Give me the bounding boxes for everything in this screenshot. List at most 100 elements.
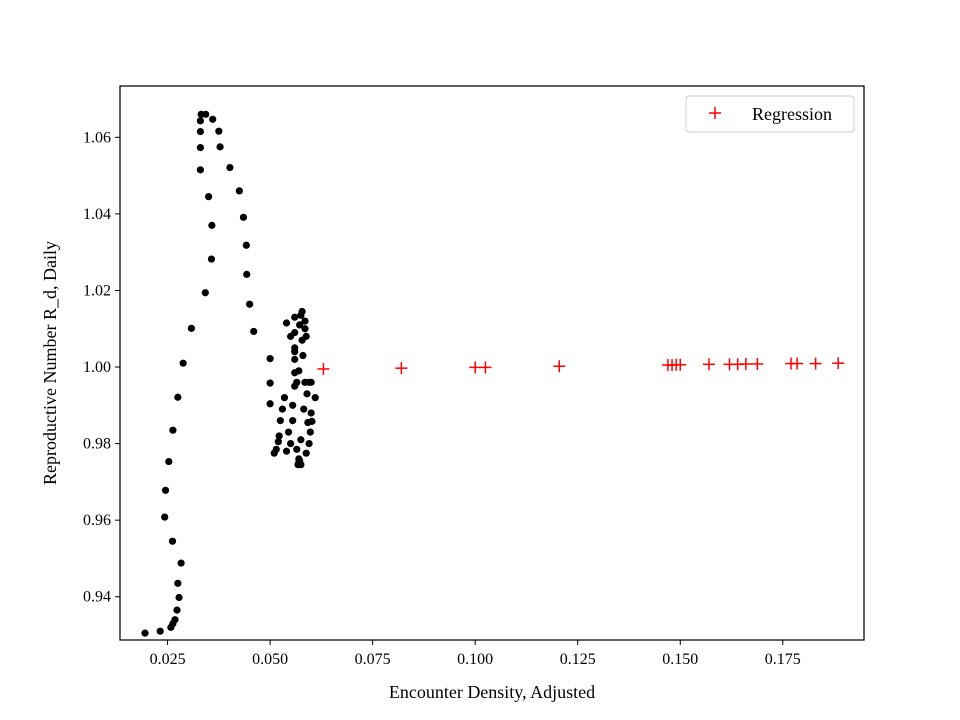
regression-point (702, 358, 715, 371)
y-tick-label: 1.06 (83, 129, 111, 146)
data-point (266, 379, 274, 387)
data-point (226, 163, 234, 172)
data-point (305, 439, 313, 448)
data-point (215, 127, 223, 135)
x-tick-label: 0.025 (150, 651, 186, 668)
legend-box (685, 95, 855, 133)
data-point (307, 409, 315, 417)
data-point (171, 616, 179, 624)
data-point (246, 300, 254, 308)
data-point (174, 579, 182, 587)
data-point (196, 144, 204, 152)
data-point (161, 513, 169, 521)
y-tick-label: 1.02 (83, 282, 111, 299)
data-point (289, 417, 297, 425)
regression-point (317, 362, 330, 375)
regression-point (751, 357, 764, 370)
data-point (201, 289, 209, 297)
data-point (302, 449, 310, 457)
data-point (156, 627, 164, 635)
points-layer (141, 110, 845, 637)
data-point (284, 428, 293, 436)
data-point (161, 486, 170, 494)
data-point (275, 432, 283, 440)
data-point (287, 439, 295, 448)
data-point (276, 417, 284, 425)
data-point (177, 559, 185, 567)
legend-label: Regression (752, 104, 832, 124)
data-point (291, 313, 299, 321)
data-point (295, 459, 303, 467)
data-point (301, 317, 309, 325)
x-tick-label: 0.050 (252, 651, 288, 668)
data-point (302, 332, 310, 340)
data-point (174, 393, 182, 401)
y-tick-label: 0.94 (83, 589, 111, 606)
data-point (291, 355, 299, 363)
y-tick-label: 0.98 (83, 436, 111, 453)
data-point (266, 400, 274, 408)
data-point (297, 436, 305, 444)
data-point (282, 447, 291, 455)
y-axis: 0.94 0.96 0.98 1.00 1.02 1.04 1.06 (83, 129, 120, 606)
legend: Regression (685, 95, 855, 133)
x-axis: 0.025 0.050 0.075 0.100 0.125 0.150 0.175 (150, 640, 801, 668)
data-point (306, 428, 314, 436)
regression-point (832, 357, 845, 370)
data-point (280, 394, 289, 402)
regression-point (791, 357, 804, 370)
data-point (165, 457, 173, 466)
data-point (278, 405, 287, 413)
data-point (303, 390, 311, 398)
data-point (274, 438, 282, 446)
data-point (141, 629, 149, 637)
data-point (243, 270, 251, 278)
data-point (235, 187, 243, 195)
data-point (242, 241, 250, 249)
data-point (196, 166, 204, 174)
data-point (293, 445, 301, 453)
data-point (169, 426, 177, 434)
x-tick-label: 0.075 (355, 651, 391, 668)
x-tick-label: 0.125 (560, 651, 596, 668)
legend-marker (709, 107, 721, 119)
data-point (296, 321, 304, 329)
data-point (299, 351, 307, 360)
data-point (282, 319, 291, 327)
y-tick-label: 1.00 (83, 359, 111, 376)
data-point (216, 143, 224, 151)
regression-point (469, 361, 482, 374)
data-point (168, 537, 177, 545)
data-point (300, 405, 308, 413)
y-tick-label: 1.04 (83, 206, 111, 223)
data-point (250, 327, 258, 336)
data-point (308, 417, 316, 425)
data-point (266, 354, 274, 363)
data-point (289, 401, 297, 409)
y-axis-label: Reproductive Number R_d, Daily (40, 241, 60, 485)
regression-point (395, 362, 408, 375)
data-point (187, 324, 195, 332)
regression-point (553, 360, 566, 373)
data-point (179, 359, 187, 367)
regression-point (739, 357, 752, 370)
data-point (207, 255, 216, 263)
data-point (293, 378, 301, 386)
plot-frame (119, 85, 865, 641)
x-tick-label: 0.150 (662, 651, 698, 668)
data-point (209, 115, 217, 123)
regression-point (479, 361, 492, 374)
data-point (307, 378, 315, 386)
x-axis-label: Encounter Density, Adjusted (389, 682, 595, 702)
regression-point (809, 357, 822, 370)
legend-plus-icon (709, 107, 721, 119)
data-point (272, 445, 280, 453)
data-point (301, 325, 309, 333)
data-point (175, 593, 183, 602)
data-point (173, 606, 181, 614)
data-point (311, 394, 319, 402)
data-point (196, 117, 204, 125)
data-point (291, 344, 299, 352)
data-point (298, 307, 306, 316)
x-tick-label: 0.100 (457, 651, 493, 668)
